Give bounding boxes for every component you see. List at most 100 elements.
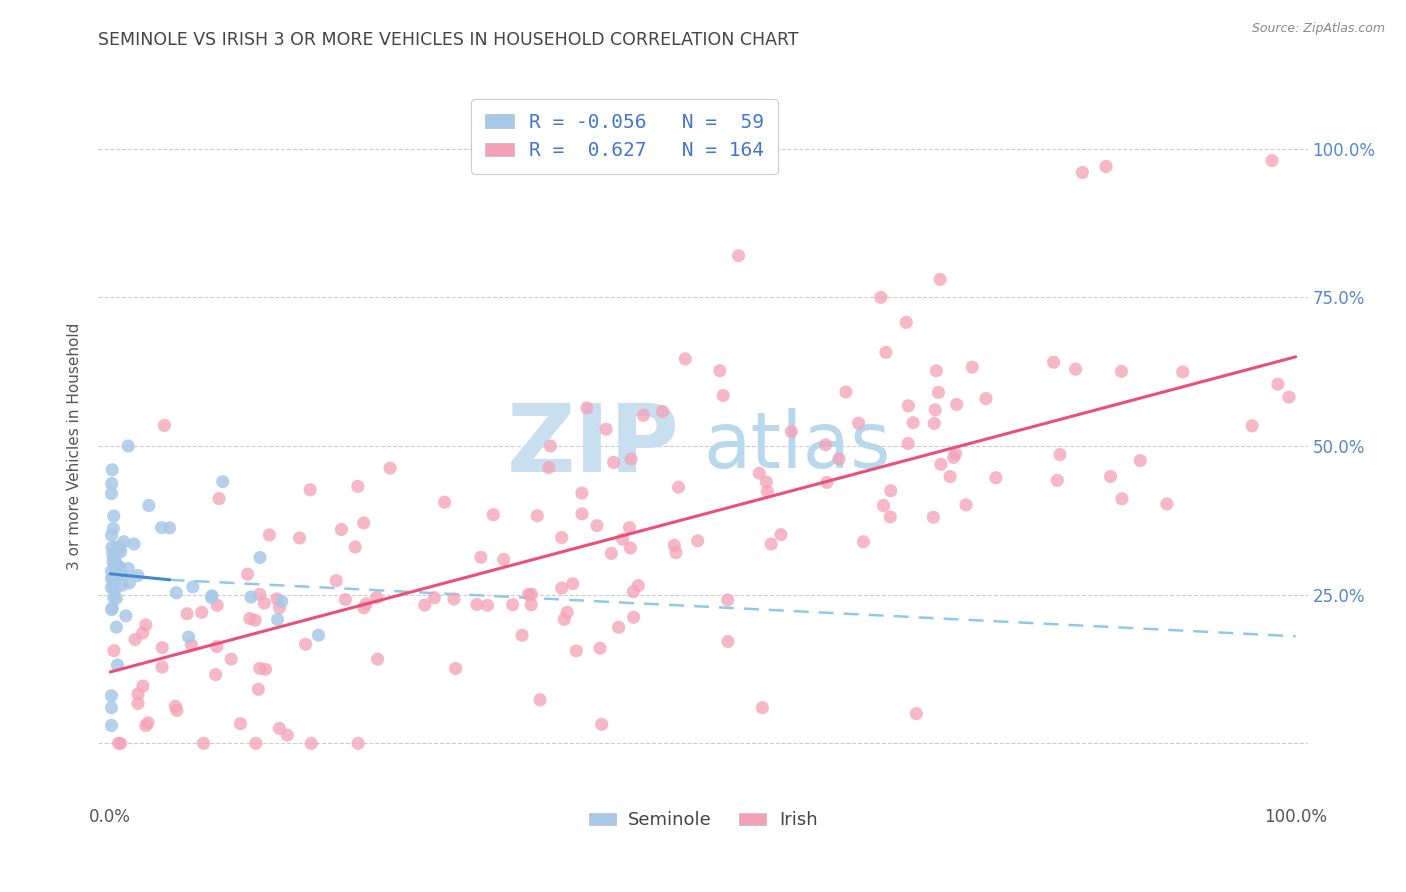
Point (1111, 364, 1133, 378)
Point (905, 706, 928, 721)
Point (529, 693, 551, 707)
Point (127, 568, 149, 582)
Point (105, 620, 128, 634)
Point (276, 728, 298, 742)
Point (984, 471, 1007, 485)
Point (748, 467, 770, 481)
Point (510, 628, 533, 642)
Point (571, 486, 593, 500)
Point (288, 531, 311, 545)
Point (100, 486, 122, 500)
Point (247, 682, 270, 697)
Point (423, 591, 446, 605)
Point (537, 460, 560, 475)
Point (180, 638, 202, 652)
Point (347, 479, 370, 493)
Point (104, 552, 127, 566)
Point (104, 557, 127, 571)
Point (269, 722, 291, 736)
Point (880, 483, 903, 498)
Point (924, 402, 946, 417)
Point (673, 351, 696, 366)
Point (433, 495, 456, 509)
Point (901, 416, 924, 430)
Point (104, 562, 127, 576)
Point (955, 498, 977, 512)
Point (520, 587, 543, 601)
Point (330, 523, 353, 537)
Point (1156, 497, 1178, 511)
Point (607, 620, 630, 634)
Point (105, 541, 128, 555)
Point (751, 700, 773, 714)
Point (444, 661, 467, 675)
Point (974, 392, 997, 406)
Point (211, 475, 233, 489)
Point (945, 397, 967, 411)
Point (166, 703, 188, 717)
Point (150, 660, 173, 674)
Point (117, 439, 139, 453)
Point (204, 667, 226, 681)
Point (103, 591, 125, 605)
Point (127, 687, 149, 701)
Point (555, 606, 578, 620)
Point (553, 612, 575, 626)
Point (127, 697, 149, 711)
Text: Source: ZipAtlas.com: Source: ZipAtlas.com (1251, 22, 1385, 36)
Point (717, 593, 740, 607)
Point (470, 550, 492, 565)
Point (165, 699, 187, 714)
Point (759, 537, 782, 551)
Point (205, 640, 228, 654)
Point (101, 541, 124, 555)
Text: ZIP: ZIP (506, 400, 679, 492)
Point (686, 533, 709, 548)
Point (717, 634, 740, 648)
Point (482, 508, 505, 522)
Point (150, 520, 173, 534)
Point (249, 587, 271, 601)
Point (240, 590, 263, 604)
Point (103, 643, 125, 657)
Point (756, 484, 779, 499)
Point (869, 290, 891, 304)
Point (101, 463, 124, 477)
Point (344, 540, 367, 554)
Point (443, 592, 465, 607)
Point (612, 532, 634, 546)
Point (769, 527, 792, 541)
Point (623, 610, 645, 624)
Point (619, 541, 641, 555)
Point (620, 452, 643, 467)
Point (190, 606, 212, 620)
Point (105, 591, 128, 606)
Point (229, 716, 252, 731)
Point (107, 569, 129, 583)
Point (780, 425, 803, 439)
Point (619, 520, 641, 534)
Point (465, 598, 488, 612)
Point (108, 560, 131, 574)
Point (205, 599, 228, 613)
Point (1071, 165, 1094, 179)
Point (103, 574, 125, 589)
Point (100, 700, 122, 714)
Point (502, 598, 524, 612)
Point (709, 364, 731, 378)
Point (492, 552, 515, 566)
Point (353, 600, 375, 615)
Point (922, 510, 945, 524)
Point (110, 545, 132, 559)
Point (815, 475, 838, 490)
Point (101, 601, 124, 615)
Point (249, 661, 271, 675)
Point (181, 580, 204, 594)
Point (565, 644, 588, 658)
Point (939, 469, 962, 483)
Point (879, 509, 901, 524)
Point (550, 531, 572, 545)
Point (353, 516, 375, 530)
Point (193, 736, 215, 750)
Point (633, 409, 655, 423)
